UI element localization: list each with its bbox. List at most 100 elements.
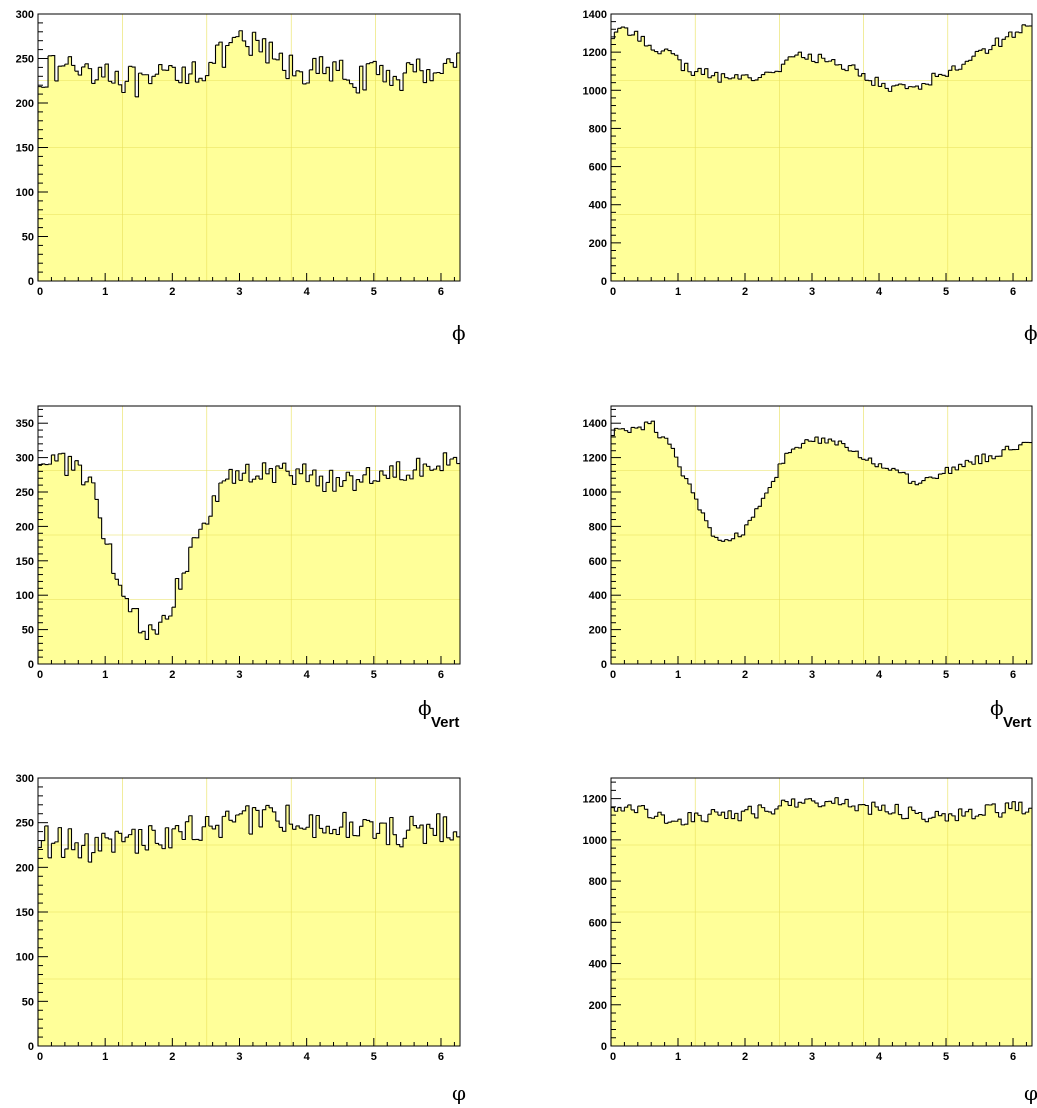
histogram-bin (326, 66, 330, 82)
histogram-bin (125, 66, 129, 82)
histogram-bin (731, 813, 736, 820)
histogram-bin (413, 824, 418, 829)
histogram-bin (265, 42, 270, 64)
histogram-bin (188, 537, 193, 548)
histogram-bin (818, 438, 823, 444)
histogram-bin (834, 797, 839, 805)
histogram-bin (292, 468, 297, 485)
histogram-bin (393, 75, 397, 80)
histogram-bin (312, 469, 317, 486)
histogram-bin (637, 36, 642, 42)
histogram-bin (111, 572, 116, 580)
x-tick-label: 0 (610, 1051, 616, 1063)
histogram-bin (771, 71, 776, 74)
histogram-bin (884, 811, 889, 814)
histogram-bin (1005, 445, 1010, 450)
histogram-bin (828, 800, 833, 804)
histogram-bin (309, 814, 314, 838)
histogram-bin (814, 802, 819, 807)
histogram-bin (319, 56, 324, 74)
histogram-bin (182, 571, 186, 574)
histogram-bin (262, 38, 267, 63)
histogram-bin (416, 825, 421, 829)
histogram-bin (232, 470, 237, 484)
histogram-bin (864, 458, 869, 461)
histogram-bin (433, 813, 438, 837)
histogram-bin (299, 71, 304, 84)
x-tick-label: 1 (675, 286, 681, 298)
histogram-bin (413, 458, 418, 471)
histogram-bin (751, 508, 756, 518)
y-tick-label: 400 (589, 200, 607, 212)
histogram-bin (727, 810, 732, 819)
histogram-bin (955, 464, 960, 471)
histogram-bin (968, 461, 973, 465)
histogram-bin (991, 37, 996, 47)
histogram-bin (854, 804, 859, 812)
histogram-bin (386, 69, 391, 86)
x-tick-label: 3 (236, 286, 242, 298)
histogram-bin (684, 812, 689, 825)
histogram-bin (449, 831, 454, 841)
histogram-bin (747, 517, 752, 521)
histogram-bin (701, 820, 706, 822)
histogram-bin (687, 483, 692, 493)
histogram-bin (878, 805, 883, 811)
histogram-bin (208, 825, 213, 829)
plot-frame (610, 13, 1033, 282)
histogram-bin (871, 77, 876, 86)
histogram-bin (681, 475, 686, 479)
histogram-bin (342, 472, 347, 482)
histogram-bin (449, 457, 454, 460)
histogram-bin (831, 59, 836, 65)
histogram-bin (362, 63, 367, 91)
histogram-bin (1001, 802, 1006, 814)
x-tick-label: 2 (169, 669, 175, 681)
histogram-bin (737, 75, 742, 80)
histogram-bin (784, 452, 789, 454)
histogram-bin (801, 439, 806, 445)
histogram-bin (754, 804, 759, 819)
histogram-bin (1008, 801, 1013, 810)
histogram-bin (891, 85, 896, 87)
histogram-bin (336, 60, 340, 72)
histogram-bin (938, 813, 943, 817)
x-axis-subscript: Vert (431, 714, 459, 731)
histogram-bin (299, 827, 304, 830)
histogram-bin (948, 65, 953, 71)
histogram-bin (269, 807, 273, 812)
histogram-bin (54, 453, 59, 462)
histogram-bin (416, 58, 421, 71)
histogram-bin (259, 38, 263, 53)
histogram-bin (848, 64, 853, 67)
histogram-bin (657, 811, 662, 815)
histogram-bin (161, 827, 166, 850)
histogram-bin (651, 816, 655, 819)
histogram-bin (918, 480, 923, 484)
y-tick-label: 0 (28, 659, 34, 671)
histogram-bin (985, 49, 990, 54)
histogram-bin (252, 476, 257, 480)
histogram-bin (336, 476, 340, 487)
histogram-bin (991, 456, 996, 460)
chart-panel-top-left: 0 1 2 3 4 5 6 0 50 100 150 200 250 300 ϕ (16, 9, 466, 345)
histogram-bin (285, 55, 290, 80)
histogram-bin (985, 455, 990, 463)
histogram-bin (634, 30, 639, 42)
histogram-bin (249, 32, 253, 56)
histogram-bin (761, 807, 766, 812)
histogram-bin (1021, 812, 1026, 815)
histogram-bin (426, 465, 431, 471)
histogram-bin (781, 453, 786, 464)
histogram-bin (624, 27, 629, 36)
histogram-bin (225, 810, 230, 821)
histogram-bin (182, 66, 186, 84)
histogram-bin (958, 64, 963, 70)
histogram-bin (111, 831, 116, 853)
histogram-bin (332, 828, 337, 835)
histogram-bin (148, 76, 153, 85)
histogram-bin (667, 821, 672, 823)
histogram-bin (761, 72, 766, 76)
y-tick-label: 250 (16, 818, 34, 830)
histogram-bin (419, 70, 424, 83)
